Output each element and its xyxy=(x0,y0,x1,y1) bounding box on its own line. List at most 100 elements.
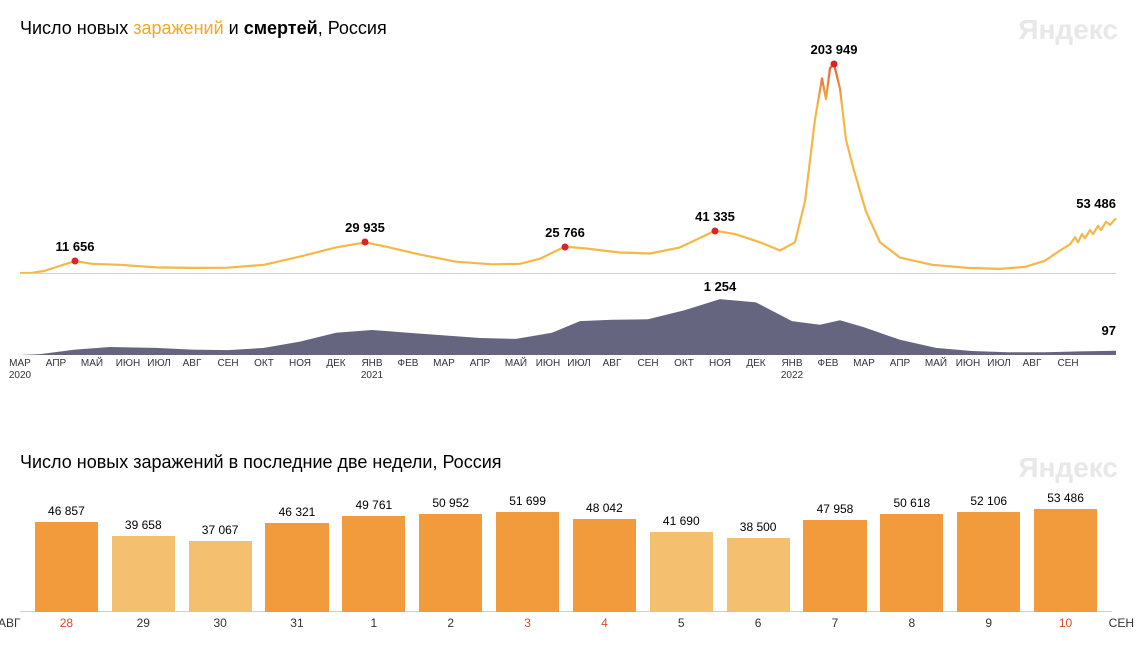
bar: 52 1069 xyxy=(957,512,1020,612)
chart-title-top: Число новых заражений и смертей, Россия xyxy=(20,18,387,39)
bar: 47 9587 xyxy=(803,520,866,612)
month-tick: МАР xyxy=(9,358,31,370)
month-tick: АВГ xyxy=(183,358,202,370)
peak-label: 11 656 xyxy=(55,239,94,254)
bar: 46 85728 xyxy=(35,522,98,612)
year-tick: 2021 xyxy=(361,370,383,381)
watermark-top: Яндекс xyxy=(1018,14,1118,46)
bar: 50 6188 xyxy=(880,514,943,612)
peak-label: 41 335 xyxy=(695,209,735,224)
peak-label: 25 766 xyxy=(545,225,585,240)
chart-title-bottom: Число новых заражений в последние две не… xyxy=(20,452,502,473)
month-tick: ФЕВ xyxy=(818,358,839,370)
peak-label: 203 949 xyxy=(811,42,858,57)
month-tick: МАР xyxy=(433,358,455,370)
bar-value-label: 51 699 xyxy=(509,494,546,508)
deaths-last-label: 97 xyxy=(1102,323,1116,338)
bar-day-label: 5 xyxy=(678,616,685,630)
peak-dot xyxy=(712,227,719,234)
bar-chart-baseline xyxy=(20,611,1112,612)
month-axis: МАР АПР МАЙ ИЮН ИЮЛ АВГ СЕН ОКТ НОЯ ДЕК ЯНВ ФЕВ МАР А… xyxy=(20,358,1116,392)
line-chart-baseline xyxy=(20,273,1116,274)
bar-value-label: 46 857 xyxy=(48,504,85,518)
month-tick: ДЕК xyxy=(326,358,345,370)
bar: 51 6993 xyxy=(496,512,559,612)
month-tick: АПР xyxy=(890,358,910,370)
bar-axis-left-label: АВГ xyxy=(0,616,21,630)
peak-dot xyxy=(72,258,79,265)
bar: 50 9522 xyxy=(419,514,482,612)
peak-label: 29 935 xyxy=(345,220,385,235)
watermark-bottom: Яндекс xyxy=(1018,452,1118,484)
bar-value-label: 39 658 xyxy=(125,518,162,532)
month-tick: ИЮН xyxy=(116,358,141,370)
title-deaths-word: смертей xyxy=(244,18,318,38)
peak-dot xyxy=(362,239,369,246)
bar: 39 65829 xyxy=(112,536,175,612)
bar-value-label: 48 042 xyxy=(586,501,623,515)
bar-day-label: 8 xyxy=(909,616,916,630)
title-infections-word: заражений xyxy=(133,18,223,38)
deaths-area-chart: 1 254 97 xyxy=(20,295,1116,355)
month-tick: ОКТ xyxy=(254,358,274,370)
month-tick: АВГ xyxy=(603,358,622,370)
bar-day-label: 31 xyxy=(290,616,303,630)
month-tick: ФЕВ xyxy=(398,358,419,370)
bar-day-label: 3 xyxy=(524,616,531,630)
bar-day-label: 9 xyxy=(985,616,992,630)
month-tick: МАЙ xyxy=(505,358,527,370)
bar-value-label: 50 952 xyxy=(432,496,469,510)
month-tick: ИЮН xyxy=(956,358,981,370)
peak-dot xyxy=(562,243,569,250)
bar-value-label: 53 486 xyxy=(1047,491,1084,505)
bar: 48 0424 xyxy=(573,519,636,612)
bar: 53 48610 xyxy=(1034,509,1097,612)
month-tick: ЯНВ xyxy=(361,358,382,370)
bar-day-label: 1 xyxy=(371,616,378,630)
bar-value-label: 49 761 xyxy=(355,498,392,512)
month-tick: ИЮЛ xyxy=(987,358,1010,370)
bar-value-label: 37 067 xyxy=(202,523,239,537)
month-tick: МАР xyxy=(853,358,875,370)
bar-value-label: 52 106 xyxy=(970,494,1007,508)
title-prefix: Число новых xyxy=(20,18,133,38)
deaths-chart-svg xyxy=(20,295,1116,355)
month-tick: МАЙ xyxy=(925,358,947,370)
month-tick: ДЕК xyxy=(746,358,765,370)
month-tick: ИЮЛ xyxy=(147,358,170,370)
month-tick: ЯНВ xyxy=(781,358,802,370)
bar: 38 5006 xyxy=(727,538,790,612)
bar: 46 32131 xyxy=(265,523,328,612)
bar-value-label: 50 618 xyxy=(893,496,930,510)
bar-day-label: 6 xyxy=(755,616,762,630)
month-tick: СЕН xyxy=(1057,358,1078,370)
month-tick: АВГ xyxy=(1023,358,1042,370)
month-tick: АПР xyxy=(470,358,490,370)
bar-value-label: 47 958 xyxy=(817,502,854,516)
bar-day-label: 7 xyxy=(832,616,839,630)
month-tick: АПР xyxy=(46,358,66,370)
title-middle: и xyxy=(224,18,244,38)
month-tick: НОЯ xyxy=(289,358,311,370)
month-tick: ОКТ xyxy=(674,358,694,370)
bar: 37 06730 xyxy=(189,541,252,612)
bar-day-label: 4 xyxy=(601,616,608,630)
year-tick: 2022 xyxy=(781,370,803,381)
title-suffix: , Россия xyxy=(318,18,387,38)
peak-dot xyxy=(831,61,838,68)
bar-chart-two-weeks: 46 8572839 6582937 0673046 3213149 76115… xyxy=(28,482,1104,612)
bar-axis-right-label: СЕН xyxy=(1109,616,1134,630)
bar-day-label: 28 xyxy=(60,616,73,630)
month-tick: ИЮЛ xyxy=(567,358,590,370)
bar-day-label: 30 xyxy=(213,616,226,630)
peak-label: 53 486 xyxy=(1076,196,1116,211)
bar-day-label: 29 xyxy=(137,616,150,630)
infections-line-chart: 11 65629 93525 76641 335203 94953 486 xyxy=(20,50,1116,280)
bar: 41 6905 xyxy=(650,532,713,612)
deaths-peak-label: 1 254 xyxy=(704,279,737,294)
bar-day-label: 10 xyxy=(1059,616,1072,630)
year-tick: 2020 xyxy=(9,370,31,381)
bar: 49 7611 xyxy=(342,516,405,612)
month-tick: МАЙ xyxy=(81,358,103,370)
bar-day-label: 2 xyxy=(447,616,454,630)
